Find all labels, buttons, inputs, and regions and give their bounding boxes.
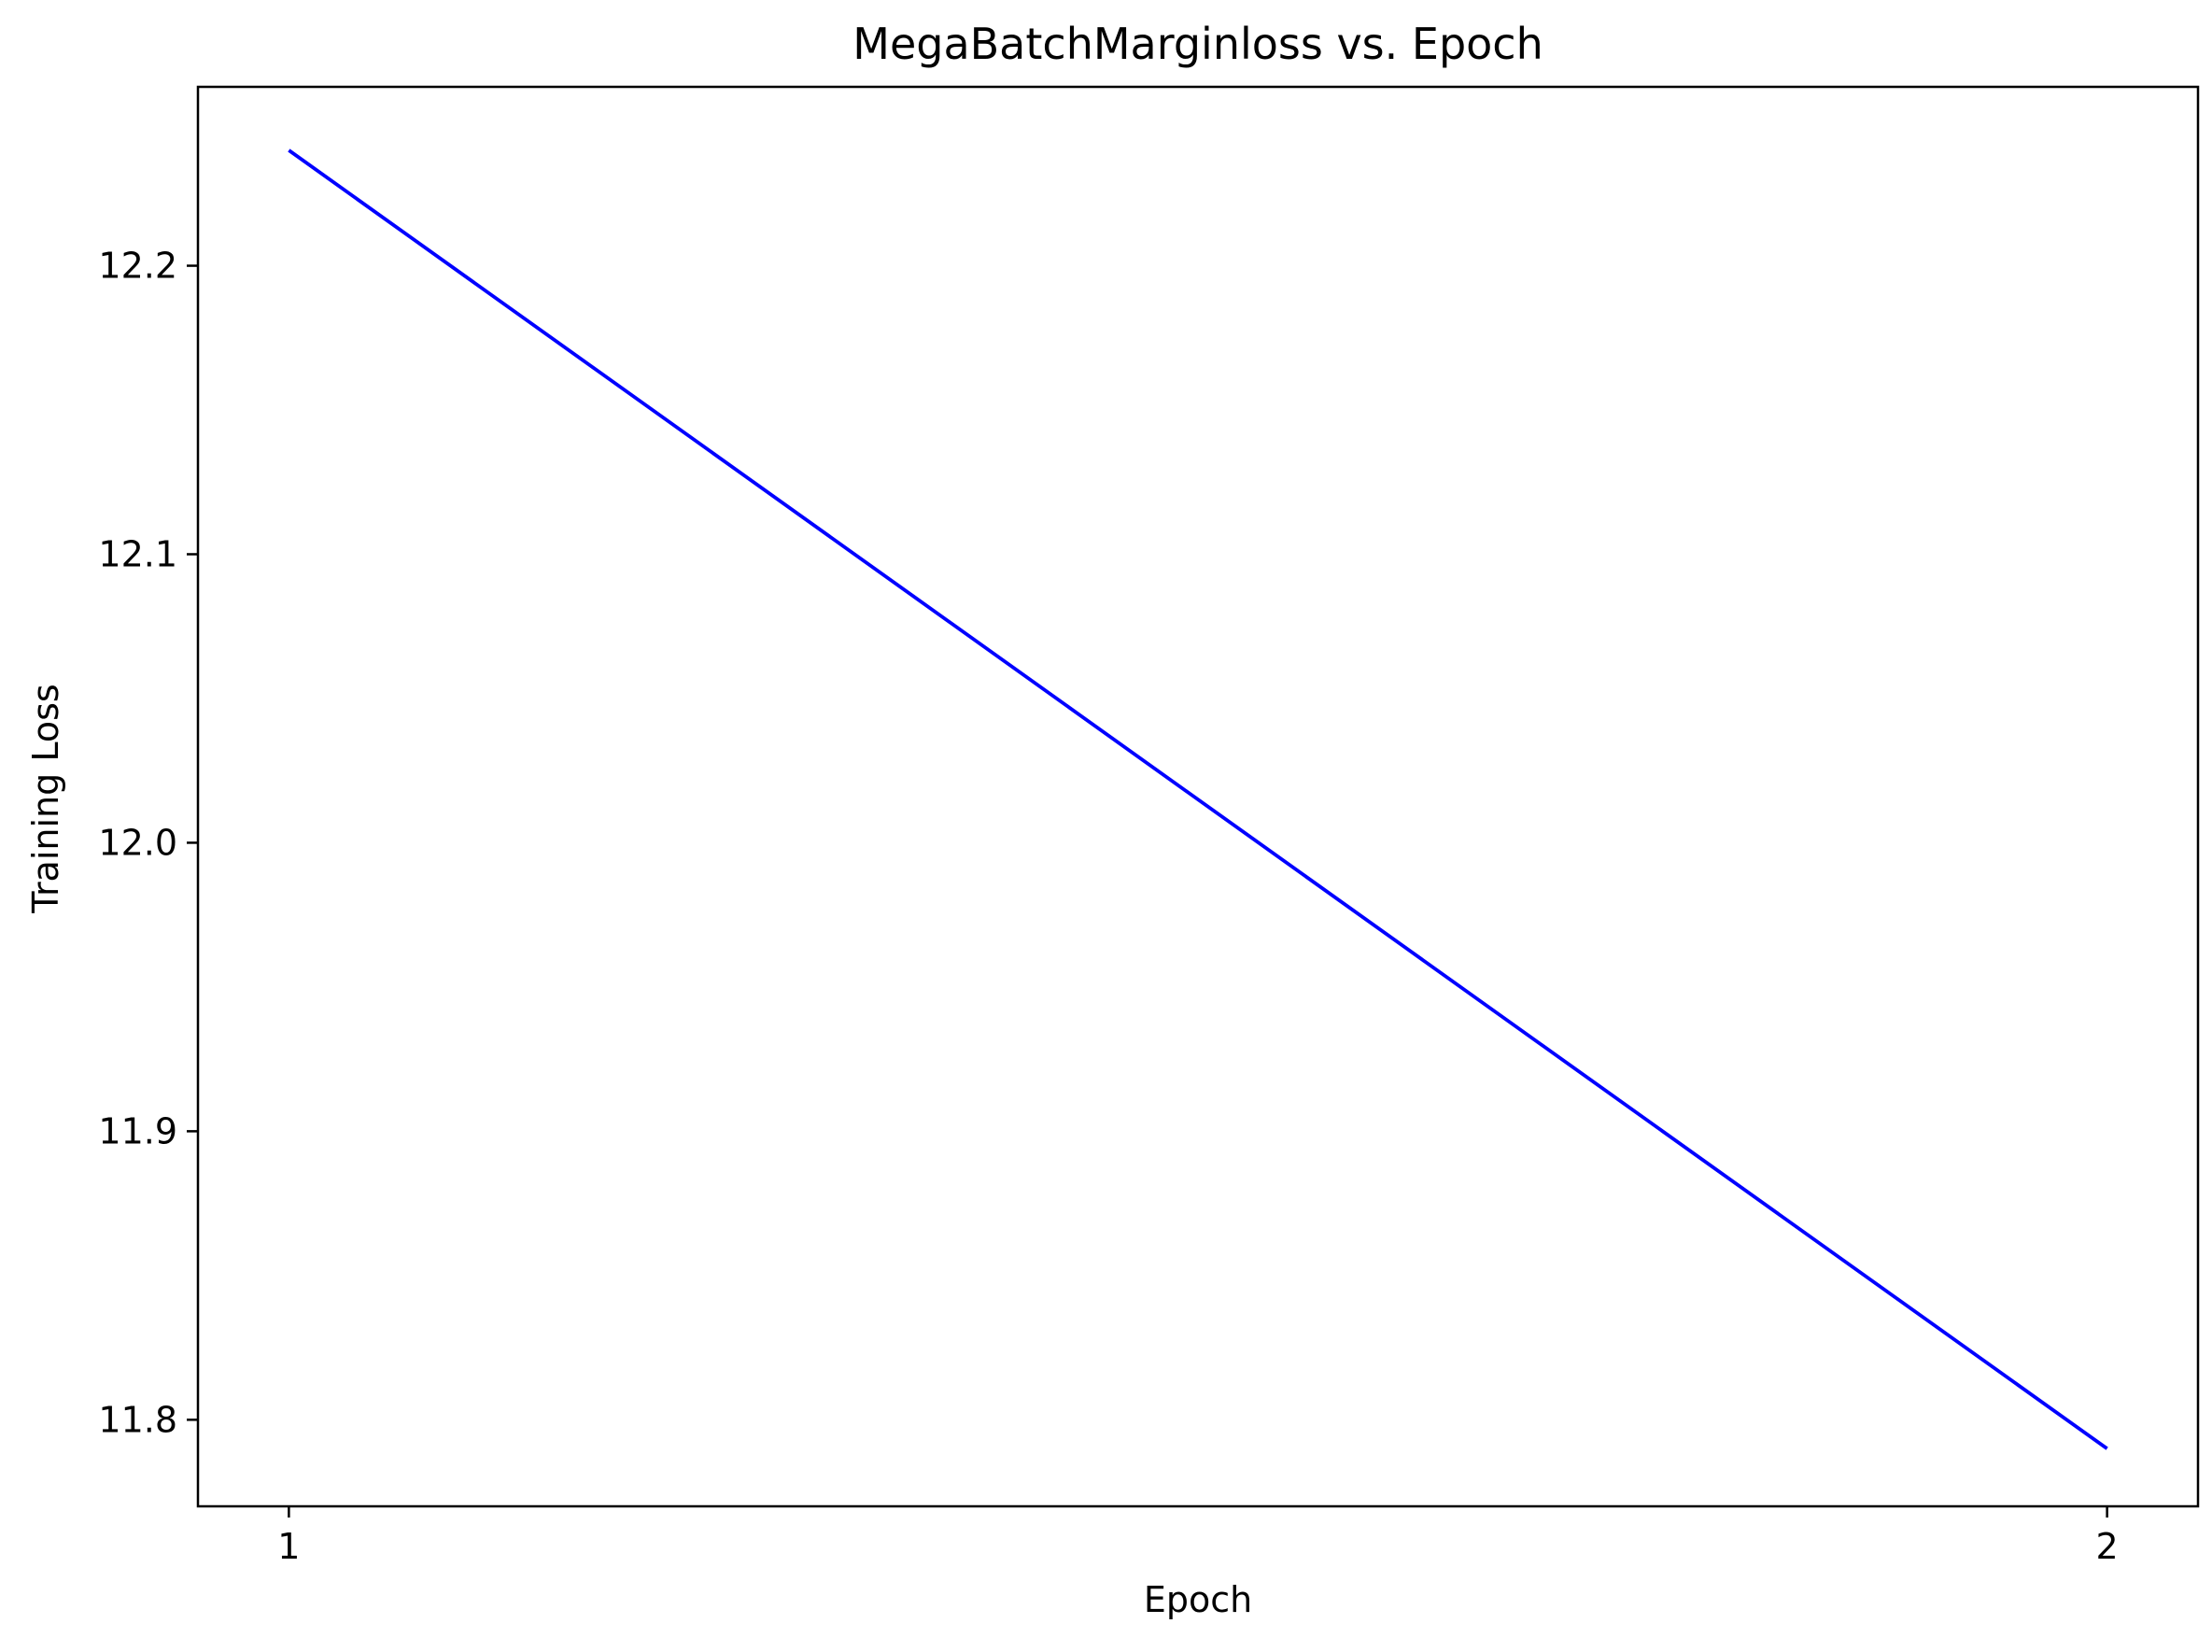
y-tick-label: 12.2 xyxy=(98,246,177,287)
y-tick-label: 12.0 xyxy=(98,822,177,863)
x-tick-label: 1 xyxy=(277,1526,300,1567)
x-tick-label: 2 xyxy=(2096,1526,2119,1567)
x-axis-label: Epoch xyxy=(1144,1579,1252,1620)
loss-series-line xyxy=(289,150,2106,1448)
chart-title: MegaBatchMarginloss vs. Epoch xyxy=(852,19,1543,69)
y-axis-label: Training Loss xyxy=(25,684,66,913)
y-tick-label: 12.1 xyxy=(98,533,177,574)
series-layer xyxy=(289,150,2106,1448)
y-axis-ticks: 11.8 11.9 12.0 12.1 12.2 xyxy=(98,246,198,1441)
y-tick-label: 11.9 xyxy=(98,1110,177,1151)
y-tick-label: 11.8 xyxy=(98,1399,177,1440)
